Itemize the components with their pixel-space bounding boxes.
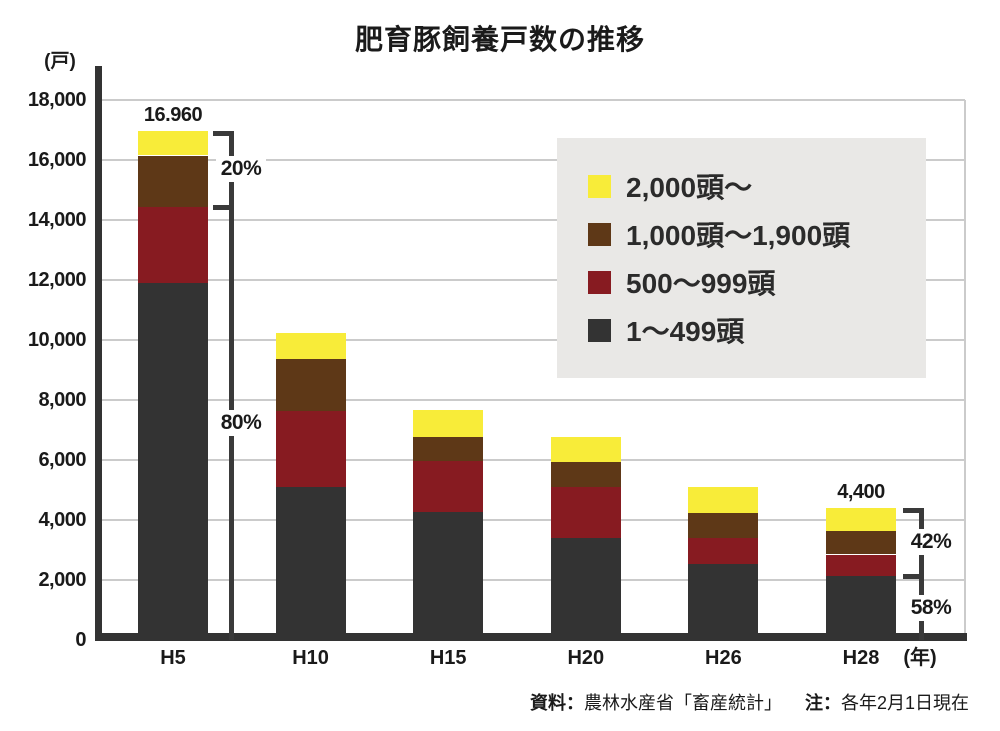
bar-segment-H5 bbox=[138, 206, 208, 283]
legend-swatch bbox=[588, 270, 611, 294]
x-tick-label: H28 bbox=[842, 647, 880, 669]
date-note-text: 各年2月1日現在 bbox=[841, 693, 970, 713]
bar-segment-H10 bbox=[275, 358, 346, 412]
y-tick-label: 10,000 bbox=[27, 329, 87, 351]
bar-segment-H10 bbox=[275, 411, 346, 487]
bracket-upper-percent-label: 20% bbox=[216, 155, 266, 182]
x-tick-label: H15 bbox=[429, 647, 467, 669]
bar-segment-H20 bbox=[550, 462, 621, 487]
date-note: 注：各年2月1日現在 bbox=[805, 692, 969, 714]
bracket-upper-percent-label: 42% bbox=[906, 528, 956, 555]
gridline bbox=[102, 159, 965, 161]
y-axis-unit-label: (戸) bbox=[44, 51, 76, 72]
y-tick-label: 12,000 bbox=[27, 269, 87, 291]
bracket-tick-top bbox=[213, 131, 234, 137]
gridline bbox=[102, 219, 965, 221]
bracket-lower-percent-label: 80% bbox=[216, 410, 266, 437]
x-tick-label: H5 bbox=[160, 647, 186, 669]
bracket-tick-top bbox=[903, 508, 924, 513]
bar-segment-H15 bbox=[413, 436, 484, 461]
bar-segment-H20 bbox=[550, 538, 621, 640]
bar-segment-H26 bbox=[688, 513, 759, 538]
legend-label: 1〜499頭 bbox=[626, 316, 745, 347]
bar-segment-H10 bbox=[275, 487, 346, 640]
legend-label: 2,000頭〜 bbox=[626, 172, 753, 203]
legend-swatch bbox=[588, 222, 611, 246]
date-note-label: 注： bbox=[805, 693, 841, 713]
bar-segment-H10 bbox=[275, 333, 346, 359]
bracket-tick-split bbox=[213, 204, 234, 210]
y-tick-label: 18,000 bbox=[27, 89, 87, 111]
x-axis-line bbox=[95, 633, 967, 641]
bracket-line bbox=[229, 131, 234, 640]
y-tick-label: 8,000 bbox=[38, 389, 86, 411]
bar-value-label-H28: 4,400 bbox=[837, 481, 885, 503]
plot-right-border bbox=[964, 100, 966, 641]
source-note: 資料：農林水産省「畜産統計」 bbox=[530, 692, 782, 714]
bar-segment-H28 bbox=[826, 531, 896, 555]
legend-swatch bbox=[588, 318, 611, 342]
source-note-label: 資料： bbox=[530, 693, 584, 713]
x-tick-label: H26 bbox=[705, 647, 742, 669]
y-tick-label: 14,000 bbox=[27, 209, 87, 231]
legend-item: 500〜999頭 bbox=[588, 263, 926, 301]
bar-segment-H15 bbox=[413, 460, 484, 512]
bar-segment-H5 bbox=[138, 131, 208, 156]
x-tick-label: H10 bbox=[292, 647, 329, 669]
bar-segment-H26 bbox=[688, 564, 759, 640]
bar-segment-H28 bbox=[826, 554, 896, 576]
x-tick-label: H20 bbox=[567, 647, 605, 669]
bracket-tick-split bbox=[903, 573, 924, 579]
bar-segment-H26 bbox=[688, 487, 759, 514]
y-tick-label: 2,000 bbox=[38, 569, 86, 591]
legend-label: 1,000頭〜1,900頭 bbox=[626, 220, 851, 251]
y-tick-label: 0 bbox=[75, 629, 86, 651]
bar-segment-H15 bbox=[413, 409, 484, 437]
legend-item: 1〜499頭 bbox=[588, 311, 926, 349]
bar-segment-H20 bbox=[550, 437, 621, 463]
source-note-text: 農林水産省「畜産統計」 bbox=[584, 693, 782, 713]
bar-segment-H15 bbox=[413, 511, 484, 640]
bar-segment-H20 bbox=[550, 487, 621, 538]
bar-segment-H28 bbox=[826, 575, 896, 640]
bar-segment-H26 bbox=[688, 538, 759, 565]
bar-segment-H5 bbox=[138, 283, 208, 640]
gridline bbox=[102, 339, 965, 341]
chart-title: 肥育豚飼養戸数の推移 bbox=[354, 24, 645, 55]
gridline bbox=[102, 279, 965, 281]
bar-segment-H28 bbox=[826, 508, 896, 532]
gridline bbox=[102, 99, 965, 101]
y-tick-label: 6,000 bbox=[38, 449, 86, 471]
legend-swatch bbox=[588, 174, 611, 198]
gridline bbox=[102, 399, 965, 401]
gridline bbox=[102, 519, 965, 521]
legend-label: 500〜999頭 bbox=[626, 268, 776, 299]
y-axis-line bbox=[95, 66, 102, 641]
legend-item: 2,000頭〜 bbox=[588, 167, 926, 205]
legend-item: 1,000頭〜1,900頭 bbox=[588, 215, 926, 253]
gridline bbox=[102, 459, 965, 461]
bracket-lower-percent-label: 58% bbox=[906, 594, 956, 621]
bar-value-label-H5: 16.960 bbox=[143, 104, 203, 127]
legend: 2,000頭〜 1,000頭〜1,900頭 500〜999頭 1〜499頭 bbox=[557, 138, 926, 378]
gridline bbox=[102, 579, 965, 581]
y-tick-label: 16,000 bbox=[27, 149, 87, 171]
x-axis-unit-label: (年) bbox=[903, 647, 937, 669]
bar-segment-H5 bbox=[138, 155, 208, 207]
y-tick-label: 4,000 bbox=[38, 509, 86, 531]
